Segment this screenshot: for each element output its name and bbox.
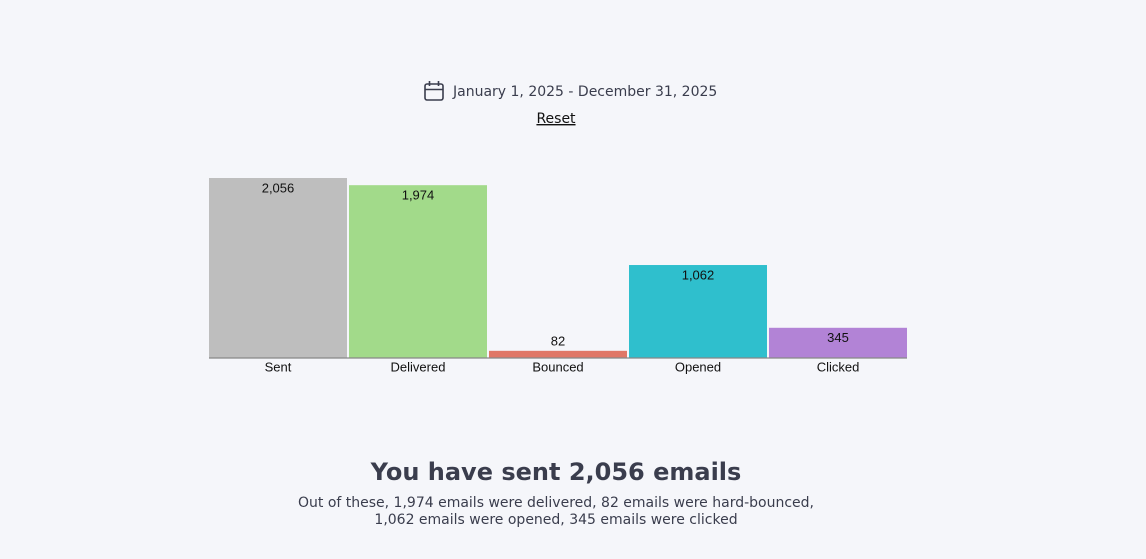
bar xyxy=(209,178,347,358)
chart: 2,056 Sent 1,974 Delivered 82 Bounced 1,062 Ope… xyxy=(209,178,907,374)
x-tick-label: Clicked xyxy=(817,359,860,374)
value-label: 345 xyxy=(827,330,849,345)
value-label: 2,056 xyxy=(262,180,295,195)
reset-link[interactable]: Reset xyxy=(536,111,576,127)
bar xyxy=(349,185,487,358)
summary-line: Out of these, 1,974 emails were delivere… xyxy=(298,495,814,511)
bar xyxy=(769,327,907,358)
value-label: 82 xyxy=(551,333,565,348)
bar xyxy=(629,265,767,358)
x-tick-label: Sent xyxy=(265,359,292,374)
bar xyxy=(489,350,627,358)
calendar-icon xyxy=(424,81,444,101)
value-label: 1,974 xyxy=(402,188,435,203)
summary-title: You have sent 2,056 emails xyxy=(370,458,742,486)
date-range[interactable]: January 1, 2025 - December 31, 2025 xyxy=(452,84,717,100)
x-tick-label: Bounced xyxy=(532,359,583,374)
summary-line: 1,062 emails were opened, 345 emails wer… xyxy=(374,512,737,528)
x-tick-label: Delivered xyxy=(391,359,446,374)
x-tick-label: Opened xyxy=(675,359,721,374)
value-label: 1,062 xyxy=(682,267,715,282)
